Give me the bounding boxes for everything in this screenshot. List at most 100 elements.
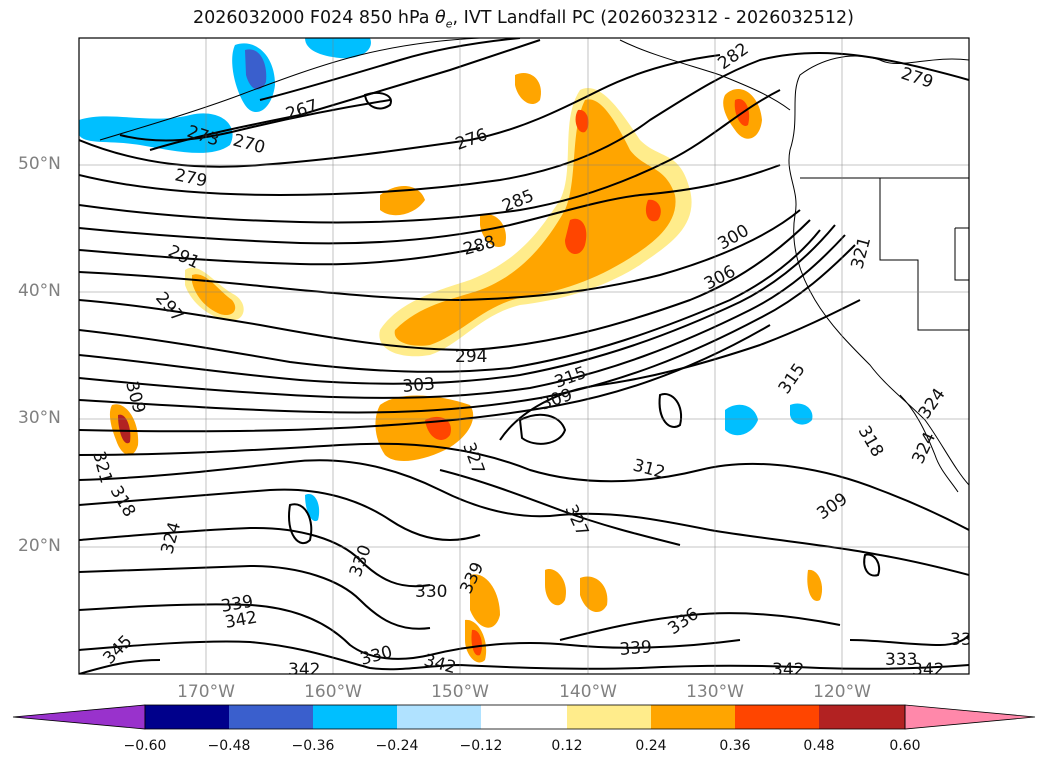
contour-276 <box>79 54 721 168</box>
colorbar-tick-label: 0.36 <box>719 738 751 754</box>
colorbar-bin <box>651 705 735 729</box>
contour-label: 333 <box>950 630 982 650</box>
shading-bering-darkblue <box>245 49 267 90</box>
contour-label: 333 <box>885 650 917 670</box>
contour-labels: 267 270 273 276 279 279 282 285 288 291 … <box>88 39 982 680</box>
lon-label-130w: 130°W <box>686 682 744 702</box>
colorbar-tick-label: 0.24 <box>635 738 667 754</box>
contour-closed-5 <box>518 413 567 445</box>
contour-339 <box>79 603 741 660</box>
lat-label-50n: 50°N <box>18 154 61 174</box>
title-theta-subscript: e <box>445 17 453 31</box>
shading-plume-red-2 <box>645 199 661 222</box>
contour-273 <box>119 99 391 142</box>
contour-label: 342 <box>772 660 804 680</box>
colorbar-tick-label: −0.60 <box>123 738 167 754</box>
colorbar-tick-label: 0.60 <box>889 738 921 754</box>
alaska-coast <box>99 38 481 141</box>
shading-sw-blob-2 <box>545 569 566 606</box>
shading-north-cell <box>515 72 541 105</box>
contour-label: 303 <box>402 374 436 397</box>
colorbar-tick-label: −0.24 <box>375 738 419 754</box>
contour-label: 342 <box>288 660 320 680</box>
colorbar-bin <box>481 705 567 729</box>
shading-sw-blob-1 <box>470 574 500 628</box>
colorbar-frame <box>144 704 906 730</box>
colorbar-extend-high <box>904 704 1036 730</box>
shading-west-band-core <box>192 274 236 316</box>
lon-label-120w: 120°W <box>813 682 871 702</box>
contour-330 <box>79 564 431 630</box>
contour-324 <box>79 526 431 588</box>
contour-282 <box>79 89 781 224</box>
negative-shading <box>79 38 813 522</box>
colorbar-bin <box>313 705 397 729</box>
colorbar-tick-label: 0.12 <box>551 738 583 754</box>
shading-bering-blue <box>79 113 233 153</box>
contour-closed-3 <box>863 553 881 577</box>
shading-aleutian-blue <box>305 38 371 59</box>
shading-dateline-blob-red <box>118 414 131 444</box>
contour-closed-4 <box>363 92 392 110</box>
contour-345 <box>79 659 161 674</box>
contour-closed-2 <box>658 393 683 428</box>
shading-plume-red-3 <box>575 109 589 133</box>
colorbar-bin <box>819 705 905 729</box>
colorbar-bin <box>735 705 819 729</box>
shading-pacific-plume-core <box>394 99 676 346</box>
contour-321 <box>79 488 481 541</box>
contour-closed-1 <box>288 503 313 545</box>
colorbar-bin <box>397 705 481 729</box>
shading-sw-blob-4-red <box>471 629 483 656</box>
map-plot-area: 267 270 273 276 279 279 282 285 288 291 … <box>79 38 982 680</box>
positive-shading <box>109 72 823 663</box>
contour-336 <box>559 612 841 641</box>
contour-333 <box>849 634 969 647</box>
shading-sw-blue <box>305 494 320 522</box>
colorbar-bin <box>229 705 313 729</box>
state-border-1 <box>879 178 969 331</box>
state-border-2 <box>954 227 969 281</box>
lat-label-20n: 20°N <box>18 536 61 556</box>
lon-label-160w: 160°W <box>304 682 362 702</box>
colorbar-bin <box>567 705 651 729</box>
contour-300 <box>79 224 836 385</box>
gridlines <box>79 38 969 674</box>
colorbar-tick-label: −0.48 <box>207 738 251 754</box>
colorbar-extend-low <box>12 704 146 730</box>
contour-label: 294 <box>455 347 487 367</box>
contour-306 <box>79 244 856 414</box>
shading-plume-red-1 <box>565 218 587 255</box>
lat-label-40n: 40°N <box>18 281 61 301</box>
contour-label: 342 <box>422 651 459 679</box>
colorbar-tick-label: 0.48 <box>803 738 835 754</box>
baja-california <box>899 394 959 493</box>
contour-297 <box>79 229 821 373</box>
title-suffix: , IVT Landfall PC (2026032312 - 20260325… <box>452 8 854 28</box>
contour-318 <box>79 459 969 576</box>
shading-sw-blob-3 <box>580 576 608 613</box>
colorbar-tick-label: −0.36 <box>291 738 335 754</box>
title-theta: θ <box>435 8 446 28</box>
map-frame <box>78 37 970 675</box>
contour-label: 339 <box>619 637 653 660</box>
lat-label-30n: 30°N <box>18 408 61 428</box>
contour-315 <box>499 299 861 441</box>
colorbar <box>12 704 1036 730</box>
contour-label: 330 <box>415 582 447 602</box>
contour-312 <box>79 442 969 531</box>
contour-342 <box>79 640 969 671</box>
shading-mid-cell <box>380 185 425 216</box>
contour-270 <box>149 39 541 151</box>
contour-267 <box>259 38 521 101</box>
contour-288 <box>79 247 481 266</box>
shading-east-cell <box>807 569 823 601</box>
contour-285 <box>79 164 781 245</box>
theta-e-contours <box>79 38 969 674</box>
contour-327 <box>439 469 681 546</box>
lon-label-170w: 170°W <box>177 682 235 702</box>
map-title: 2026032000 F024 850 hPa θe, IVT Landfall… <box>0 8 1047 31</box>
contour-294 <box>79 219 811 352</box>
title-prefix: 2026032000 F024 850 hPa <box>192 8 436 28</box>
colorbar-bin <box>145 705 229 729</box>
